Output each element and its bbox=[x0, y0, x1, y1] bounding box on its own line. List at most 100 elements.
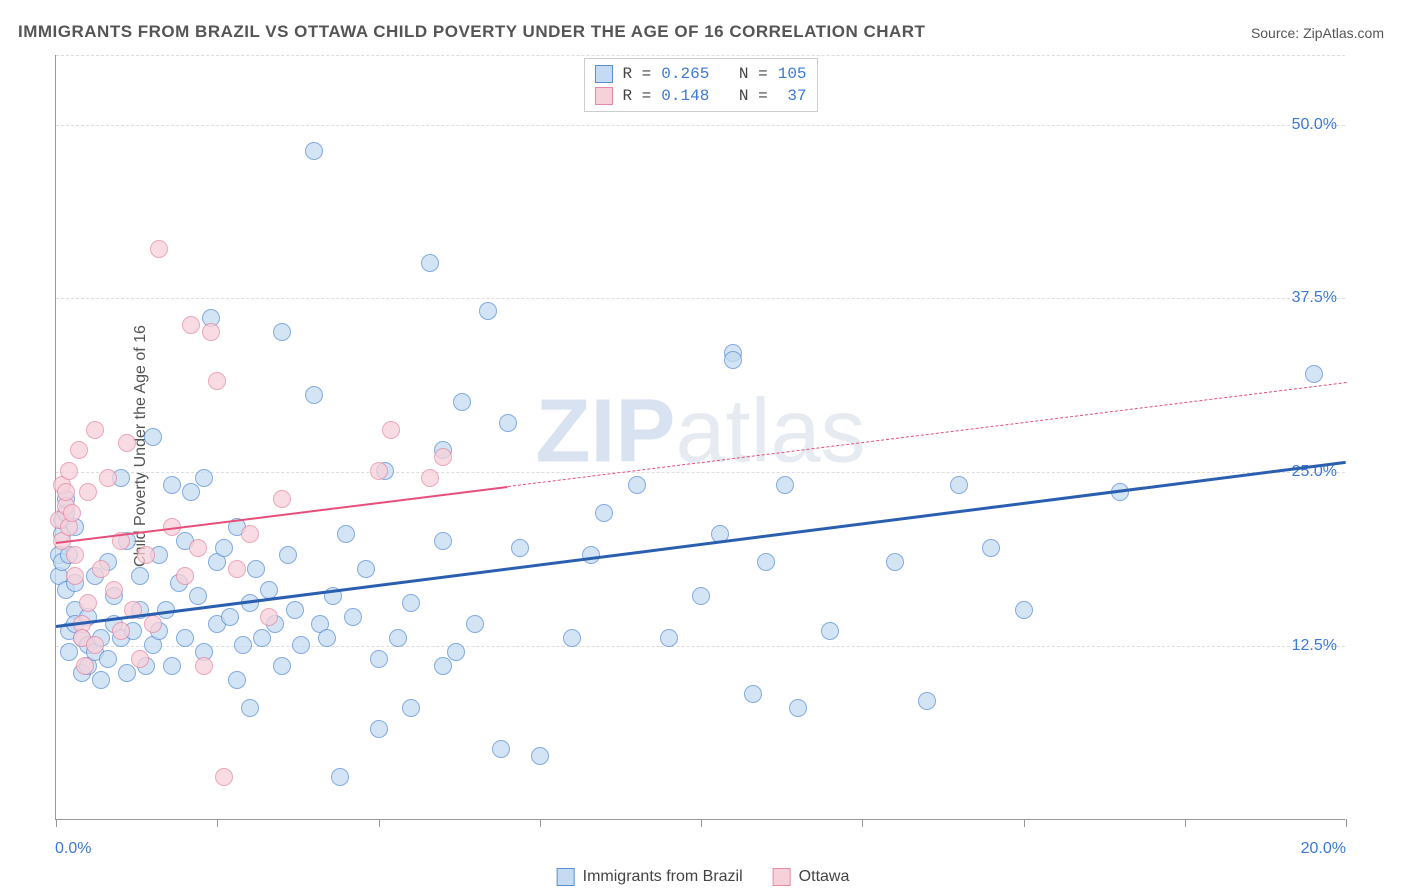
scatter-point bbox=[253, 629, 271, 647]
legend-label: Ottawa bbox=[799, 868, 850, 886]
swatch-series-1 bbox=[557, 868, 575, 886]
scatter-point bbox=[692, 587, 710, 605]
scatter-point bbox=[744, 685, 762, 703]
scatter-point bbox=[99, 469, 117, 487]
watermark-zip: ZIP bbox=[535, 381, 675, 481]
scatter-point bbox=[357, 560, 375, 578]
x-tick bbox=[1346, 819, 1347, 827]
x-tick-min: 0.0% bbox=[55, 840, 91, 858]
x-tick bbox=[1185, 819, 1186, 827]
scatter-point bbox=[273, 323, 291, 341]
scatter-point bbox=[286, 601, 304, 619]
scatter-point bbox=[402, 699, 420, 717]
scatter-point bbox=[434, 657, 452, 675]
scatter-point bbox=[241, 525, 259, 543]
scatter-point bbox=[105, 581, 123, 599]
scatter-point bbox=[144, 428, 162, 446]
scatter-point bbox=[260, 581, 278, 599]
gridline bbox=[56, 472, 1345, 473]
y-tick-label: 12.5% bbox=[1292, 637, 1337, 655]
scatter-point bbox=[447, 643, 465, 661]
r-value-1: 0.265 bbox=[661, 63, 709, 85]
scatter-point bbox=[1305, 365, 1323, 383]
scatter-plot: ZIPatlas R = 0.265 N = 105 R = 0.148 N =… bbox=[55, 55, 1345, 820]
scatter-point bbox=[492, 740, 510, 758]
legend-item: Ottawa bbox=[773, 868, 850, 886]
scatter-point bbox=[421, 469, 439, 487]
scatter-point bbox=[241, 699, 259, 717]
scatter-point bbox=[660, 629, 678, 647]
scatter-point bbox=[189, 539, 207, 557]
gridline bbox=[56, 55, 1345, 56]
scatter-point bbox=[66, 546, 84, 564]
scatter-point bbox=[163, 476, 181, 494]
watermark: ZIPatlas bbox=[535, 380, 865, 483]
scatter-point bbox=[273, 657, 291, 675]
scatter-point bbox=[950, 476, 968, 494]
scatter-point bbox=[370, 720, 388, 738]
scatter-point bbox=[402, 594, 420, 612]
scatter-point bbox=[789, 699, 807, 717]
scatter-point bbox=[511, 539, 529, 557]
scatter-point bbox=[453, 393, 471, 411]
scatter-point bbox=[821, 622, 839, 640]
scatter-point bbox=[208, 372, 226, 390]
scatter-point bbox=[60, 462, 78, 480]
scatter-point bbox=[131, 567, 149, 585]
gridline bbox=[56, 125, 1345, 126]
scatter-point bbox=[757, 553, 775, 571]
scatter-point bbox=[260, 608, 278, 626]
scatter-point bbox=[79, 483, 97, 501]
scatter-point bbox=[531, 747, 549, 765]
scatter-point bbox=[131, 650, 149, 668]
scatter-point bbox=[215, 768, 233, 786]
scatter-point bbox=[370, 650, 388, 668]
scatter-point bbox=[189, 587, 207, 605]
scatter-point bbox=[195, 657, 213, 675]
scatter-point bbox=[66, 567, 84, 585]
scatter-point bbox=[479, 302, 497, 320]
x-tick-max: 20.0% bbox=[1301, 840, 1346, 858]
scatter-point bbox=[182, 483, 200, 501]
scatter-point bbox=[918, 692, 936, 710]
r-label: R = bbox=[622, 63, 651, 85]
scatter-point bbox=[724, 351, 742, 369]
scatter-point bbox=[305, 142, 323, 160]
x-tick bbox=[379, 819, 380, 827]
scatter-point bbox=[150, 240, 168, 258]
scatter-point bbox=[60, 643, 78, 661]
scatter-point bbox=[70, 441, 88, 459]
swatch-series-1 bbox=[594, 65, 612, 83]
scatter-point bbox=[144, 615, 162, 633]
scatter-point bbox=[628, 476, 646, 494]
swatch-series-2 bbox=[594, 87, 612, 105]
scatter-point bbox=[57, 483, 75, 501]
scatter-point bbox=[228, 560, 246, 578]
source-prefix: Source: bbox=[1251, 25, 1303, 41]
legend-item: Immigrants from Brazil bbox=[557, 868, 743, 886]
scatter-point bbox=[370, 462, 388, 480]
x-tick bbox=[1024, 819, 1025, 827]
scatter-point bbox=[118, 664, 136, 682]
scatter-point bbox=[247, 560, 265, 578]
scatter-point bbox=[776, 476, 794, 494]
n-value-1: 105 bbox=[778, 63, 807, 85]
scatter-point bbox=[434, 448, 452, 466]
scatter-point bbox=[112, 622, 130, 640]
y-tick-label: 50.0% bbox=[1292, 116, 1337, 134]
scatter-point bbox=[176, 629, 194, 647]
scatter-point bbox=[421, 254, 439, 272]
scatter-point bbox=[886, 553, 904, 571]
n-value-2: 37 bbox=[778, 85, 807, 107]
y-tick-label: 37.5% bbox=[1292, 289, 1337, 307]
x-tick bbox=[540, 819, 541, 827]
legend-label: Immigrants from Brazil bbox=[583, 868, 743, 886]
x-tick bbox=[862, 819, 863, 827]
scatter-point bbox=[582, 546, 600, 564]
gridline bbox=[56, 298, 1345, 299]
scatter-point bbox=[982, 539, 1000, 557]
source-site: ZipAtlas.com bbox=[1303, 25, 1384, 41]
x-tick bbox=[56, 819, 57, 827]
scatter-point bbox=[76, 657, 94, 675]
scatter-point bbox=[92, 671, 110, 689]
